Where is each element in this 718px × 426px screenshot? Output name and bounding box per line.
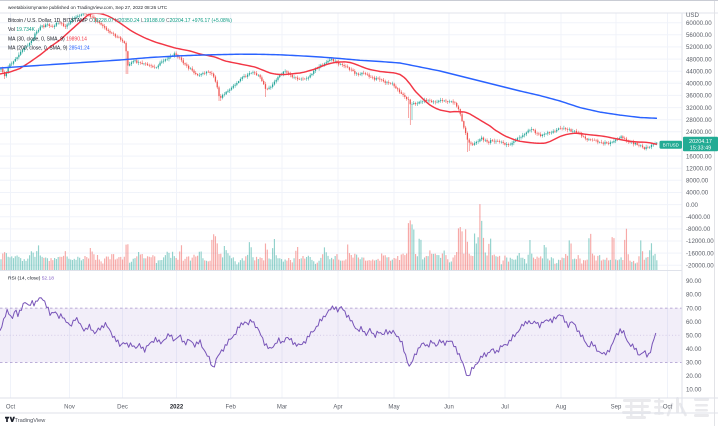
svg-text:Jun: Jun [444,405,454,411]
svg-text:60000.00: 60000.00 [686,20,712,27]
svg-text:48000.00: 48000.00 [686,56,712,63]
svg-text:BITUSD: BITUSD [663,143,679,148]
svg-text:-8000.00: -8000.00 [686,226,711,233]
svg-text:Feb: Feb [226,405,237,411]
svg-text:50.00: 50.00 [686,332,702,339]
svg-text:TradingView: TradingView [15,418,47,424]
svg-text:Vol 19.734K: Vol 19.734K [8,27,36,33]
svg-text:30.00: 30.00 [686,360,702,367]
svg-text:MA (200, close, 0, SMA, 9) 285: MA (200, close, 0, SMA, 9) 28541.24 [8,46,90,52]
svg-text:0.00: 0.00 [686,202,699,209]
svg-text:Aug: Aug [556,405,567,411]
svg-text:60.00: 60.00 [686,319,702,326]
svg-text:40.00: 40.00 [686,346,702,353]
svg-text:May: May [388,405,399,411]
svg-text:Apr: Apr [333,405,342,411]
svg-text:8000.00: 8000.00 [686,178,709,185]
svg-text:-4000.00: -4000.00 [686,214,711,221]
svg-text:USD: USD [686,12,700,19]
svg-text:Oct: Oct [663,405,673,411]
svg-text:16000.00: 16000.00 [686,153,712,160]
svg-text:15:33:49: 15:33:49 [690,146,711,152]
svg-text:Dec: Dec [117,405,128,411]
svg-text:RSI (14, close) 52.18: RSI (14, close) 52.18 [8,276,54,282]
svg-text:MA (30, close, 0, SMA, 9) 1989: MA (30, close, 0, SMA, 9) 19890.14 [8,36,87,42]
svg-text:20.00: 20.00 [686,373,702,380]
svg-text:44000.00: 44000.00 [686,68,712,75]
svg-text:70.00: 70.00 [686,305,702,312]
svg-text:12000.00: 12000.00 [686,165,712,172]
svg-text:Oct: Oct [6,405,16,411]
svg-text:28000.00: 28000.00 [686,117,712,124]
svg-text:32000.00: 32000.00 [686,105,712,112]
svg-text:36000.00: 36000.00 [686,93,712,100]
svg-text:4000.00: 4000.00 [686,190,709,197]
svg-text:56000.00: 56000.00 [686,32,712,39]
svg-text:10.00: 10.00 [686,387,702,394]
svg-text:Bitcoin / U.S. Dollar, 1D, BIT: Bitcoin / U.S. Dollar, 1D, BITSTAMP O192… [8,18,232,24]
svg-text:weetabixismyname published on: weetabixismyname published on TradingVie… [8,5,168,10]
svg-text:24000.00: 24000.00 [686,129,712,136]
svg-text:-16000.00: -16000.00 [686,250,714,257]
svg-text:Mar: Mar [277,405,287,411]
svg-text:80.00: 80.00 [686,292,702,299]
svg-text:Nov: Nov [64,405,75,411]
svg-text:52000.00: 52000.00 [686,44,712,51]
svg-text:-20000.00: -20000.00 [686,262,714,269]
svg-text:20204.17: 20204.17 [689,139,712,145]
svg-text:Jul: Jul [501,405,509,411]
svg-text:2022: 2022 [170,405,184,411]
svg-text:-12000.00: -12000.00 [686,238,714,245]
svg-text:40000.00: 40000.00 [686,81,712,88]
svg-text:90.00: 90.00 [686,278,702,285]
svg-text:Sep: Sep [611,405,622,411]
